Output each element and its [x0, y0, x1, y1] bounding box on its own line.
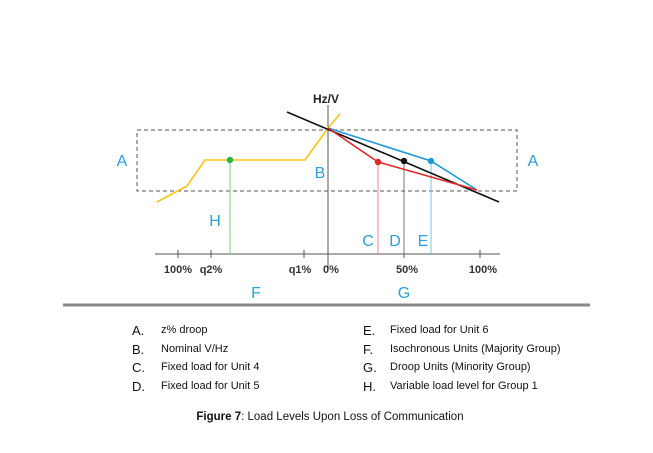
- marker-letter: H: [209, 213, 221, 230]
- c-point: [374, 158, 382, 166]
- group1-curve: [156, 113, 341, 203]
- tick-label: q2%: [200, 264, 223, 276]
- caption-text: : Load Levels Upon Loss of Communication: [241, 411, 464, 423]
- caption: Figure 7: Load Levels Upon Loss of Commu…: [0, 411, 653, 423]
- tick-label: 100%: [469, 264, 497, 276]
- droop-band: [136, 129, 518, 192]
- marker-letter: C: [362, 233, 374, 250]
- legend-letter: G.: [363, 360, 377, 375]
- legend-text: z% droop: [161, 324, 208, 336]
- marker-letter: B: [315, 165, 326, 182]
- legend-letter: H.: [363, 378, 376, 394]
- legend-text: Fixed load for Unit 6: [390, 324, 489, 336]
- legend-letter: A.: [132, 323, 145, 338]
- marker-letter: E: [418, 233, 429, 250]
- droop-line: [286, 111, 500, 203]
- tick-label: 0%: [323, 264, 339, 276]
- caption-label: Figure 7: [196, 411, 242, 423]
- h-point: [226, 156, 234, 164]
- legend-letter: D.: [132, 378, 145, 394]
- marker-letter: D: [389, 233, 401, 250]
- legend-text: Nominal V/Hz: [161, 342, 229, 355]
- legend-text: Fixed load for Unit 5: [161, 379, 260, 392]
- e-point: [427, 157, 435, 165]
- axis-label: Hz/V: [313, 92, 339, 106]
- marker-letter: A: [117, 153, 128, 170]
- legend-text: Droop Units (Minority Group): [390, 361, 531, 373]
- legend-letter: C.: [132, 360, 145, 375]
- tick-label: q1%: [289, 264, 312, 276]
- marker-letter: A: [528, 153, 539, 170]
- legend-text: Variable load level for Group 1: [390, 379, 538, 392]
- legend-letter: F.: [363, 341, 374, 357]
- marker-letter: F: [251, 285, 261, 302]
- tick-label: 100%: [164, 264, 192, 276]
- legend-text: Fixed load for Unit 4: [161, 361, 260, 373]
- marker-letter: G: [398, 285, 410, 302]
- legend-letter: B.: [132, 341, 145, 357]
- d-point: [400, 157, 408, 165]
- tick-label: 50%: [396, 264, 418, 276]
- legend-letter: E.: [363, 323, 376, 338]
- legend-text: Isochronous Units (Majority Group): [390, 342, 561, 355]
